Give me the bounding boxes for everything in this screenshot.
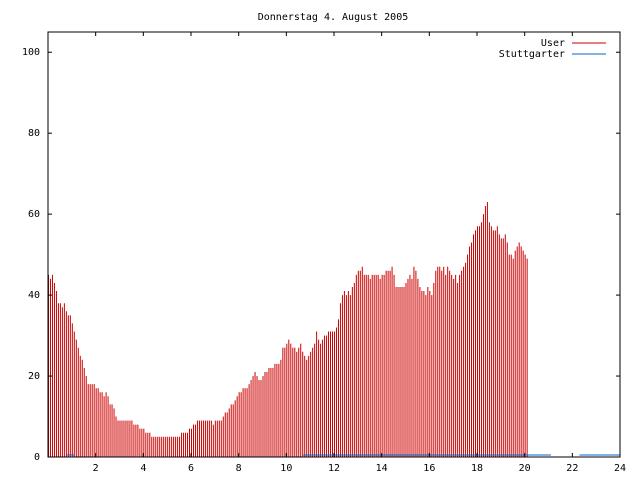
user-bars	[48, 202, 528, 457]
y-tick-label: 100	[22, 47, 40, 58]
x-tick-label: 12	[328, 463, 340, 474]
x-tick-label: 20	[519, 463, 531, 474]
x-tick-label: 14	[376, 463, 388, 474]
x-tick-label: 8	[236, 463, 242, 474]
y-tick-label: 80	[28, 128, 40, 139]
x-tick-label: 22	[566, 463, 578, 474]
legend: User Stuttgarter	[499, 38, 606, 60]
x-tick-label: 10	[280, 463, 292, 474]
x-axis: 2 4 6 8 10 12 14 16 18 20 22 24	[93, 32, 626, 474]
x-tick-label: 2	[93, 463, 99, 474]
y-tick-label: 20	[28, 371, 40, 382]
y-tick-label: 0	[34, 452, 40, 463]
chart-title: Donnerstag 4. August 2005	[258, 12, 409, 23]
x-tick-label: 16	[423, 463, 435, 474]
y-tick-label: 60	[28, 209, 40, 220]
x-tick-label: 6	[188, 463, 194, 474]
y-axis: 0 20 40 60 80 100	[22, 47, 620, 463]
x-tick-label: 24	[614, 463, 626, 474]
x-tick-label: 18	[471, 463, 483, 474]
y-tick-label: 40	[28, 290, 40, 301]
legend-label-user: User	[541, 38, 565, 49]
legend-label-stuttgarter: Stuttgarter	[499, 49, 565, 60]
x-tick-label: 4	[140, 463, 146, 474]
